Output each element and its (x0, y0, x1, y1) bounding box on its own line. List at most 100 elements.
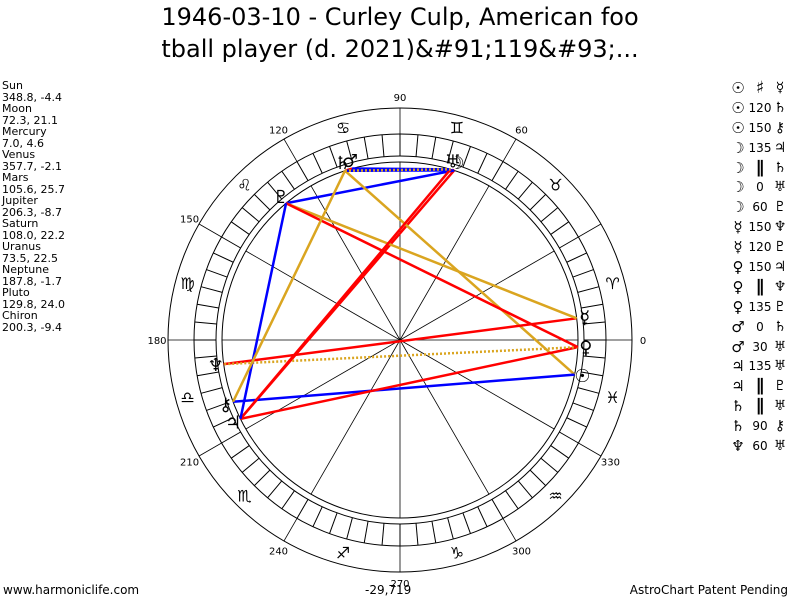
chart-title-line2: tball player (d. 2021)&#91;119&#93;... (161, 35, 639, 63)
degree-label: 240 (269, 546, 288, 557)
degree-tick (296, 499, 309, 519)
planet-name-mars: Mars (2, 171, 29, 184)
degree-tick (296, 161, 309, 181)
aspect-planet1-icon: ♃ (731, 357, 745, 376)
aspect-angle: ∥ (755, 276, 765, 297)
degree-tick (312, 153, 323, 174)
degree-tick (213, 417, 234, 428)
sign-divider (198, 442, 222, 457)
planet-name-mercury: Mercury (2, 125, 47, 138)
planet-name-moon: Moon (2, 102, 32, 115)
house-spoke (399, 250, 555, 341)
aspect-angle: 120 (748, 240, 772, 255)
degree-tick (572, 269, 594, 278)
sign-divider (502, 138, 517, 162)
degree-tick (267, 181, 283, 200)
zodiac-sign-icon: ♍ (180, 274, 194, 293)
aspect-row: ☿ 150 ♆ (728, 217, 788, 237)
degree-tick (559, 431, 579, 444)
planet-coords-moon: 72.3, 21.1 (2, 113, 58, 127)
planet-saturn-icon: ♄ (334, 153, 350, 174)
aspect-planet2-icon: ♆ (773, 278, 787, 295)
aspect-planet2-icon: ♇ (773, 378, 787, 395)
aspect-row: ♆ 60 ♅ (728, 436, 788, 456)
zodiac-sign-icon: ♈ (605, 274, 619, 293)
aspect-planet1-icon: ☿ (733, 218, 743, 237)
sign-divider (283, 138, 298, 162)
degree-tick (462, 146, 471, 168)
aspect-planet1-icon: ♀ (732, 277, 744, 296)
aspect-planet2-icon: ⚷ (774, 119, 786, 136)
aspect-row: ☽ ∥ ♄ (728, 158, 788, 178)
planet-coords-chiron: 200.3, -9.4 (2, 320, 62, 334)
degree-tick (431, 521, 437, 543)
degree-tick (363, 521, 369, 543)
degree-tick (221, 236, 241, 249)
degree-tick (346, 140, 353, 163)
degree-label: 180 (147, 336, 166, 347)
planet-name-uranus: Uranus (2, 240, 41, 253)
degree-label: 60 (515, 126, 528, 137)
degree-tick (197, 371, 219, 377)
planet-coords-saturn: 108.0, 22.2 (2, 228, 65, 242)
aspect-row: ☉ 150 ⚷ (728, 118, 788, 138)
degree-tick (550, 221, 570, 235)
degree-tick (431, 137, 437, 159)
aspect-planet2-icon: ♄ (773, 159, 787, 176)
degree-tick (583, 321, 606, 325)
aspect-line (239, 168, 452, 420)
degree-tick (213, 252, 234, 263)
aspect-line (240, 345, 579, 421)
aspect-planet2-icon: ♅ (773, 358, 787, 375)
degree-label: 210 (180, 458, 199, 469)
aspect-planet2-icon: ♅ (773, 437, 787, 454)
degree-tick (415, 134, 419, 157)
aspect-line (231, 170, 347, 403)
planet-mercury-icon: ☿ (579, 307, 590, 328)
aspect-line (285, 169, 455, 205)
degree-tick (529, 193, 547, 211)
aspect-line (285, 202, 578, 320)
aspect-planet2-icon: ♇ (773, 199, 787, 216)
degree-tick (572, 402, 594, 411)
aspect-planet1-icon: ♃ (731, 377, 745, 396)
aspect-planet2-icon: ☿ (775, 79, 785, 96)
degree-tick (241, 457, 260, 473)
degree-tick (194, 321, 217, 325)
aspect-planet1-icon: ♂ (731, 317, 745, 336)
degree-tick (230, 445, 250, 459)
planet-pluto-icon: ♇ (273, 187, 289, 208)
aspect-angle: ∥ (755, 157, 765, 178)
planet-name-saturn: Saturn (2, 217, 39, 230)
degree-tick (197, 303, 219, 309)
degree-label: 150 (180, 215, 199, 226)
aspect-angle: 0 (756, 319, 764, 334)
aspect-angle: 60 (752, 438, 768, 453)
planet-name-pluto: Pluto (2, 286, 30, 299)
planet-moon-icon: ☽ (448, 153, 464, 174)
degree-tick (491, 161, 504, 181)
zodiac-sign-icon: ♋ (336, 118, 350, 137)
aspect-angle: ♯ (755, 77, 765, 98)
degree-tick (415, 523, 419, 546)
degree-label: 330 (601, 458, 620, 469)
degree-tick (281, 170, 295, 190)
aspect-line (344, 168, 451, 172)
planet-coords-pluto: 129.8, 24.0 (2, 297, 65, 311)
degree-tick (505, 490, 519, 510)
chart-title-line1: 1946-03-10 - Curley Culp, American foo (161, 3, 639, 31)
aspect-planet1-icon: ♄ (731, 417, 745, 436)
zodiac-sign-icon: ♏ (237, 487, 251, 506)
degree-tick (253, 193, 271, 211)
zodiac-sign-icon: ♉ (548, 175, 562, 194)
aspect-angle: 150 (748, 259, 772, 274)
degree-tick (230, 221, 250, 235)
aspect-angle: ∥ (755, 396, 765, 417)
aspect-planet1-icon: ♀ (732, 257, 744, 276)
aspect-planet1-icon: ☽ (731, 198, 745, 217)
degree-tick (577, 387, 600, 394)
degree-tick (517, 480, 533, 499)
aspect-planet1-icon: ♆ (731, 436, 745, 455)
zodiac-sign-icon: ♎ (180, 388, 194, 407)
degree-tick (329, 512, 338, 534)
